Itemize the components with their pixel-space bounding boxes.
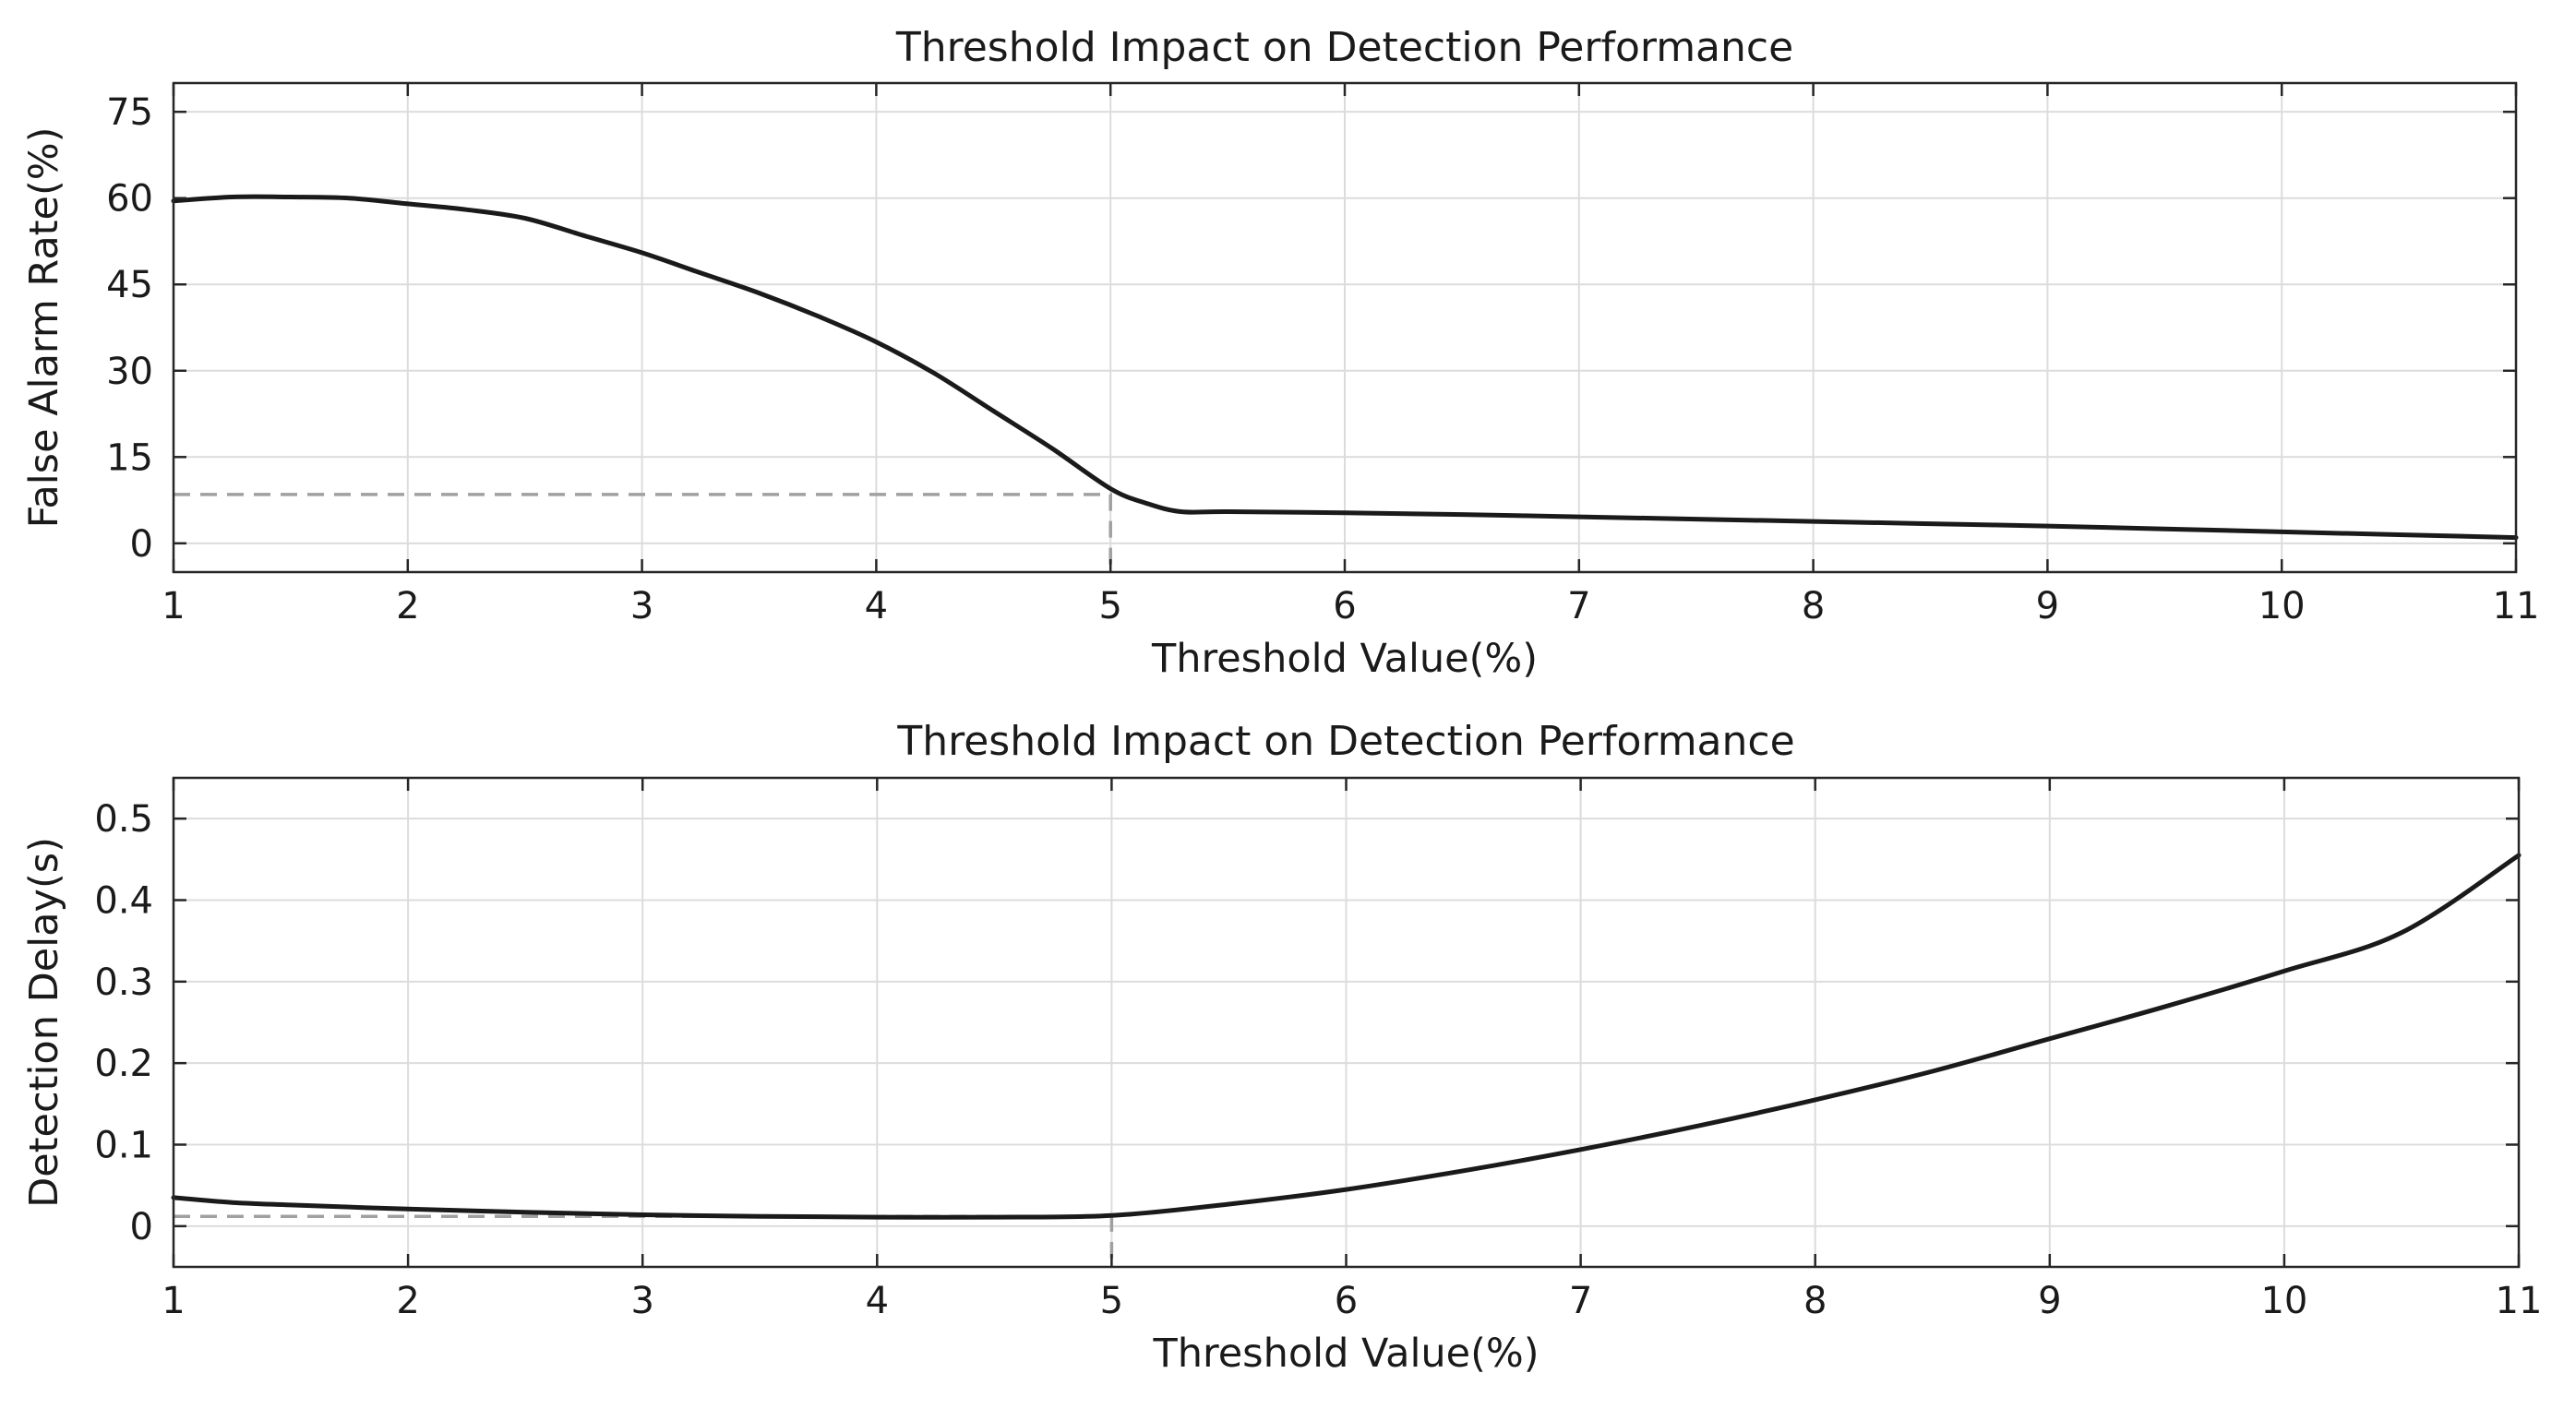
x-tick-label: 8 [1803, 1280, 1827, 1322]
chart-title: Threshold Impact on Detection Performanc… [895, 24, 1793, 71]
x-tick-label: 4 [866, 1280, 889, 1322]
x-tick-label: 7 [1567, 585, 1590, 627]
y-tick-label: 0.5 [94, 798, 153, 841]
x-axis-label: Threshold Value(%) [1151, 636, 1538, 682]
x-tick-label: 11 [2496, 1280, 2543, 1322]
y-axis-label: Detection Delay(s) [21, 837, 67, 1208]
y-tick-label: 0 [130, 1206, 153, 1248]
y-axis-label: False Alarm Rate(%) [21, 127, 67, 529]
x-tick-label: 5 [1098, 585, 1121, 627]
x-tick-label: 10 [2258, 585, 2306, 627]
x-tick-label: 3 [630, 1280, 653, 1322]
y-tick-label: 0.2 [94, 1043, 153, 1085]
x-tick-label: 5 [1100, 1280, 1123, 1322]
y-tick-label: 0 [130, 523, 153, 566]
x-tick-label: 6 [1333, 585, 1356, 627]
y-tick-label: 45 [106, 264, 153, 306]
false-alarm-rate-curve [171, 194, 2519, 541]
x-tick-label: 1 [162, 1280, 185, 1322]
detection-delay-panel: 1 2 3 4 5 6 7 8 9 10 11 0 0.1 0.2 0.3 0.4 0.5 Threshold … [21, 718, 2542, 1377]
x-axis-label: Threshold Value(%) [1152, 1331, 1539, 1377]
x-tick-label: 7 [1569, 1280, 1592, 1322]
x-tick-label: 1 [162, 585, 185, 627]
chart-title: Threshold Impact on Detection Performanc… [896, 718, 1794, 765]
x-tick-label: 9 [2036, 585, 2059, 627]
y-tick-label: 0.3 [94, 961, 153, 1004]
y-tick-label: 60 [106, 178, 153, 221]
x-tick-label: 11 [2493, 585, 2540, 627]
x-tick-label: 10 [2260, 1280, 2307, 1322]
x-tick-label: 2 [396, 1280, 419, 1322]
x-tick-label: 9 [2038, 1280, 2061, 1322]
y-tick-label: 15 [106, 436, 153, 479]
x-tick-label: 8 [1802, 585, 1825, 627]
detection-delay-curve [171, 853, 2522, 1220]
x-tick-label: 4 [865, 585, 888, 627]
y-tick-label: 0.1 [94, 1125, 153, 1167]
y-tick-label: 30 [106, 351, 153, 393]
reference-line [174, 493, 1112, 572]
x-tick-label: 3 [630, 585, 653, 627]
x-tick-label: 2 [396, 585, 419, 627]
x-tick-label: 6 [1335, 1280, 1358, 1322]
y-tick-label: 75 [106, 91, 153, 134]
y-tick-label: 0.4 [94, 880, 153, 923]
